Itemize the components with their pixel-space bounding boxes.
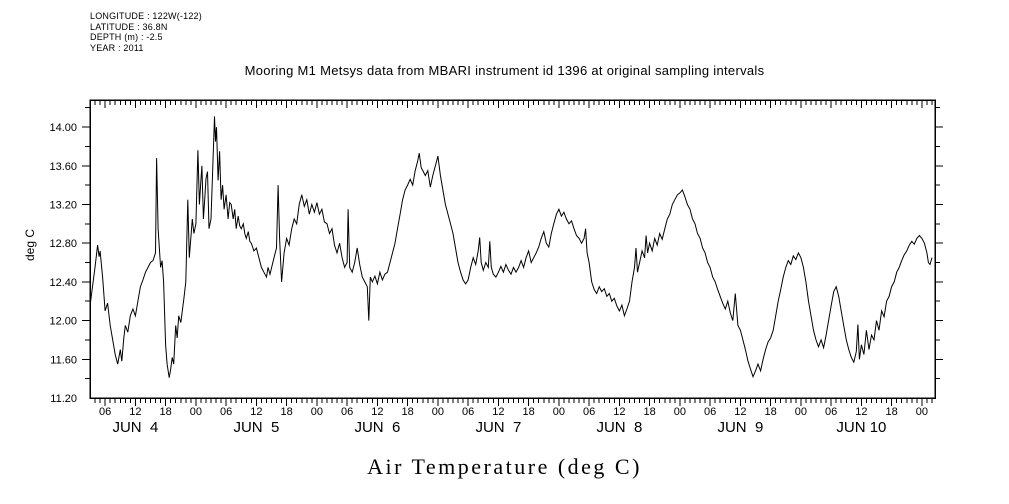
x-day-label: JUN 5	[233, 419, 279, 436]
x-hour-label: 06	[341, 406, 353, 418]
x-day-label: JUN 4	[112, 419, 158, 436]
y-tick-label: 14.00	[49, 122, 77, 134]
x-hour-label: 06	[99, 406, 111, 418]
metadata-year: YEAR : 2011	[90, 42, 144, 53]
x-hour-label: 18	[886, 406, 898, 418]
plot-frame	[89, 99, 936, 399]
x-hour-label: 06	[825, 406, 837, 418]
x-day-label: JUN 8	[596, 419, 642, 436]
x-hour-label: 18	[160, 406, 172, 418]
x-hour-label: 00	[432, 406, 444, 418]
x-hour-label: 00	[190, 406, 202, 418]
plot-title: Mooring M1 Metsys data from MBARI instru…	[244, 63, 765, 78]
x-hour-label: 18	[402, 406, 414, 418]
y-tick-label: 12.40	[49, 277, 77, 289]
y-tick-label: 12.00	[49, 316, 77, 328]
x-hour-label: 12	[129, 406, 141, 418]
y-tick-label: 11.60	[50, 354, 77, 366]
metadata-longitude: LONGITUDE : 122W(-122)	[90, 11, 202, 21]
x-hour-label: 00	[553, 406, 565, 418]
x-hour-label: 18	[523, 406, 535, 418]
x-hour-label: 18	[765, 406, 777, 418]
metadata-block: LONGITUDE : 122W(-122) LATITUDE : 36.8N …	[90, 11, 202, 53]
x-hour-label: 12	[613, 406, 625, 418]
x-hour-label: 06	[704, 406, 716, 418]
x-hour-label: 00	[674, 406, 686, 418]
x-hour-label: 00	[795, 406, 807, 418]
chart-bottom-title: Air Temperature (deg C)	[367, 454, 642, 479]
x-hour-label: 00	[916, 406, 928, 418]
x-hour-label: 12	[371, 406, 383, 418]
x-day-label: JUN 6	[354, 419, 400, 436]
y-tick-label: 11.20	[50, 393, 77, 405]
x-day-label: JUN 9	[717, 419, 763, 436]
metadata-latitude: LATITUDE : 36.8N	[90, 21, 168, 32]
x-day-label: JUN 10	[836, 419, 886, 436]
x-hour-label: 06	[583, 406, 595, 418]
temperature-series-line	[89, 116, 933, 379]
x-hour-label: 12	[492, 406, 504, 418]
metadata-depth: DEPTH (m) : -2.5	[90, 32, 163, 42]
x-hour-label: 12	[250, 406, 262, 418]
y-tick-label: 13.20	[49, 199, 77, 211]
y-tick-label: 12.80	[49, 238, 77, 250]
x-hour-label: 12	[734, 406, 746, 418]
y-tick-label: 13.60	[49, 161, 77, 173]
x-hour-label: 12	[855, 406, 867, 418]
x-hour-label: 18	[281, 406, 293, 418]
x-hour-label: 06	[220, 406, 232, 418]
x-hour-label: 06	[462, 406, 474, 418]
x-hour-label: 00	[311, 406, 323, 418]
x-hour-label: 18	[644, 406, 656, 418]
x-day-label: JUN 7	[475, 419, 521, 436]
